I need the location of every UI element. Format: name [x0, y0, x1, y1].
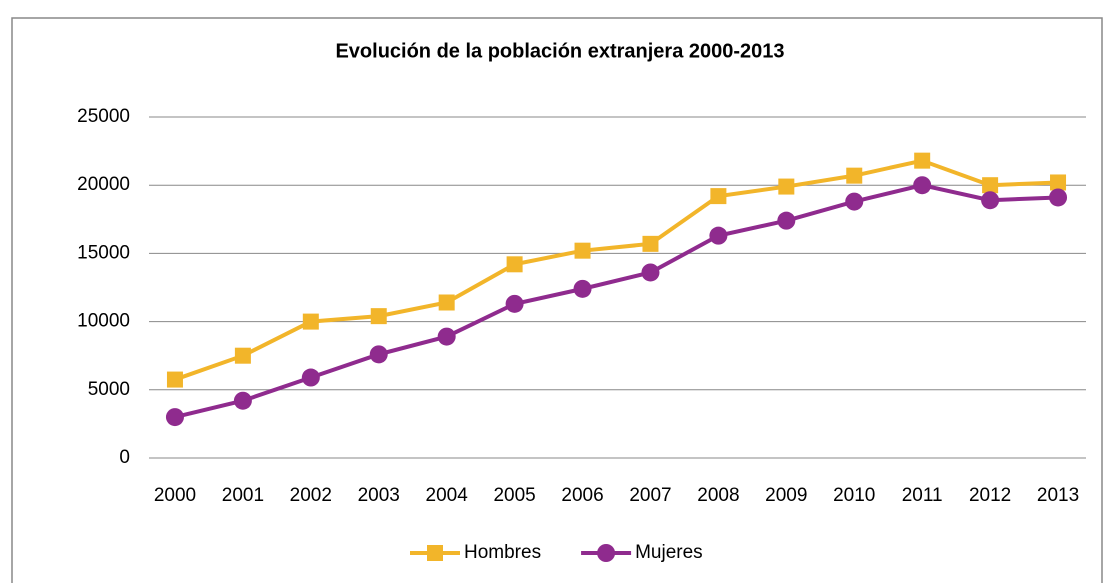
y-tick-label: 15000	[77, 242, 130, 263]
series-line	[174, 158, 1059, 382]
x-tick-label: 2004	[426, 485, 469, 506]
x-tick-label: 2013	[1037, 485, 1079, 506]
marker	[234, 347, 251, 364]
marker	[641, 263, 660, 282]
x-tick-label: 2005	[493, 485, 535, 506]
marker	[597, 544, 616, 562]
x-tick-label: 2009	[765, 485, 807, 506]
marker	[301, 368, 320, 387]
legend-label: Mujeres	[635, 542, 703, 563]
marker	[574, 242, 591, 259]
marker	[710, 188, 727, 205]
x-tick-label: 2008	[697, 485, 739, 506]
marker	[778, 178, 795, 195]
x-tick-label: 2007	[629, 485, 671, 506]
y-tick-label: 25000	[77, 106, 130, 127]
chart-title: Evolución de la población extranjera 200…	[335, 40, 784, 62]
y-tick-label: 20000	[77, 174, 130, 195]
marker	[233, 391, 252, 410]
marker	[913, 176, 932, 195]
x-tick-label: 2012	[969, 485, 1011, 506]
x-tick-label: 2000	[154, 485, 196, 506]
marker	[505, 294, 524, 313]
x-tick-label: 2006	[561, 485, 603, 506]
legend-label: Hombres	[464, 542, 541, 563]
marker	[777, 211, 796, 230]
y-tick-label: 10000	[77, 311, 130, 332]
x-tick-label: 2010	[833, 485, 875, 506]
series-line	[174, 183, 1059, 420]
marker	[914, 152, 931, 169]
marker	[437, 327, 456, 346]
marker	[438, 294, 455, 311]
marker	[709, 226, 728, 245]
marker	[165, 408, 184, 427]
marker	[573, 279, 592, 298]
marker	[1049, 188, 1068, 207]
y-tick-label: 0	[119, 447, 130, 468]
marker	[982, 177, 999, 194]
y-tick-label: 5000	[88, 379, 130, 400]
marker	[1050, 174, 1067, 191]
x-tick-label: 2001	[222, 485, 264, 506]
marker	[981, 191, 1000, 210]
marker	[506, 256, 523, 273]
marker	[370, 308, 387, 325]
marker	[302, 313, 319, 330]
x-tick-label: 2003	[358, 485, 400, 506]
marker	[369, 345, 388, 364]
x-tick-label: 2011	[902, 485, 943, 506]
marker	[846, 167, 863, 184]
marker	[642, 235, 659, 252]
marker	[166, 371, 183, 388]
x-tick-label: 2002	[290, 485, 332, 506]
marker	[845, 192, 864, 211]
marker	[427, 545, 443, 561]
chart-frame	[11, 17, 1103, 583]
